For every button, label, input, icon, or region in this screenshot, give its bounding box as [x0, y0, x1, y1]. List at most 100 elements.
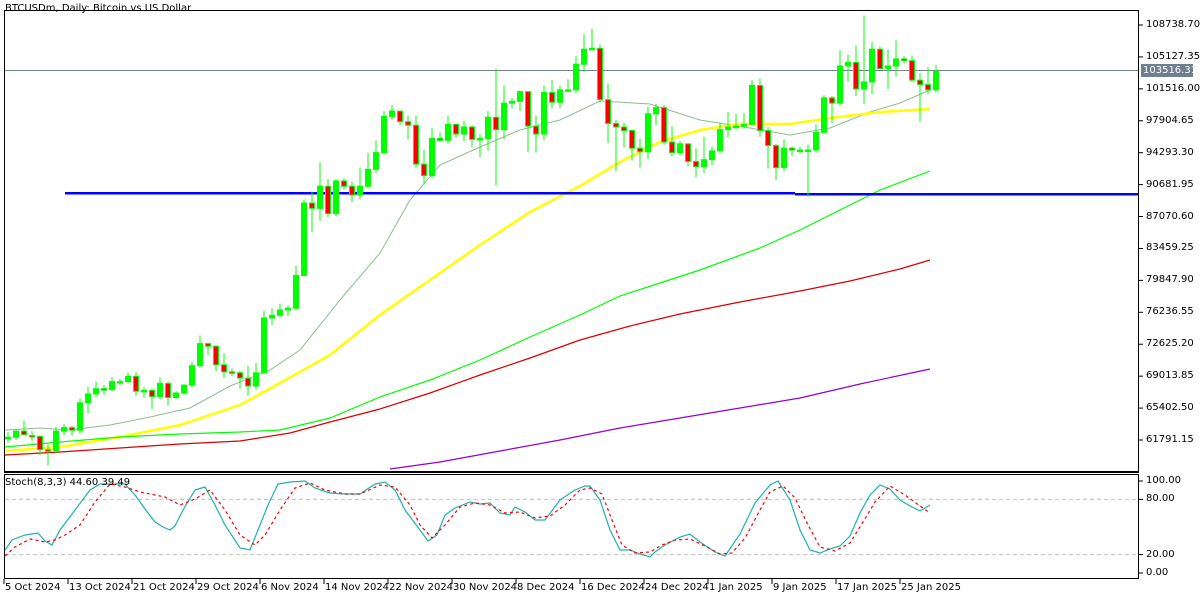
bear-candle	[925, 84, 931, 91]
bull-candle	[269, 314, 275, 319]
bear-candle	[29, 435, 35, 438]
bull-candle	[517, 91, 523, 102]
bull-candle	[317, 185, 323, 209]
bear-candle	[765, 130, 771, 147]
stochastic-signal-line	[4, 482, 931, 557]
price-tick-label: 83459.25	[1146, 242, 1194, 254]
bull-candle	[333, 180, 339, 215]
bull-candle	[277, 309, 283, 316]
chart-title: BTCUSDm, Daily: Bitcoin vs US Dollar	[5, 3, 192, 14]
stochastic-main-line	[4, 480, 931, 558]
time-tick-label: 16 Dec 2024	[581, 582, 645, 593]
bear-candle	[229, 371, 235, 374]
price-tick-label: 90681.95	[1146, 178, 1194, 190]
bear-candle	[341, 180, 347, 187]
bull-candle	[557, 89, 563, 103]
bull-candle	[261, 317, 267, 374]
bull-candle	[477, 137, 483, 141]
bear-candle	[853, 61, 859, 90]
stochastic-tick-label: 20.00	[1146, 548, 1175, 560]
stochastic-label: Stoch(8,3,3) 44.60 39.49	[5, 477, 131, 488]
bear-candle	[621, 126, 627, 132]
bear-candle	[917, 79, 923, 86]
bear-candle	[45, 449, 51, 452]
time-tick-label: 22 Nov 2024	[389, 582, 454, 593]
bull-candle	[501, 102, 507, 131]
bull-candle	[837, 65, 843, 104]
bull-candle	[93, 388, 99, 395]
bear-candle	[165, 382, 171, 398]
price-tick-label: 72625.20	[1146, 338, 1194, 350]
bear-candle	[669, 141, 675, 154]
bear-candle	[901, 58, 907, 62]
time-tick-label: 13 Oct 2024	[69, 582, 131, 593]
bull-candle	[709, 150, 715, 161]
bull-candle	[5, 436, 11, 440]
bear-candle	[493, 116, 499, 131]
bear-candle	[245, 377, 251, 387]
price-tick-label: 69013.85	[1146, 370, 1194, 382]
moving-average-line	[4, 170, 931, 448]
bear-candle	[469, 126, 475, 140]
bull-candle	[365, 168, 371, 187]
bear-candle	[637, 147, 643, 153]
stochastic-tick-label: 100.00	[1146, 475, 1181, 486]
price-tick-label: 79847.90	[1146, 274, 1194, 286]
bear-candle	[69, 427, 75, 431]
moving-average-line	[4, 259, 931, 456]
bull-candle	[13, 430, 19, 438]
bear-candle	[453, 123, 459, 135]
bear-candle	[549, 92, 555, 103]
bull-candle	[781, 147, 787, 169]
bear-candle	[37, 435, 43, 451]
bear-candle	[533, 125, 539, 135]
bull-candle	[701, 159, 707, 168]
bull-candle	[109, 381, 115, 391]
bull-candle	[645, 113, 651, 153]
bear-candle	[405, 121, 411, 126]
bear-candle	[101, 388, 107, 391]
time-tick-label: 6 Nov 2024	[261, 582, 319, 593]
bear-candle	[205, 343, 211, 347]
time-tick-label: 9 Jan 2025	[773, 582, 827, 593]
time-tick-label: 14 Nov 2024	[325, 582, 390, 593]
time-tick-label: 21 Oct 2024	[133, 582, 195, 593]
price-tick-label: 97904.65	[1146, 114, 1194, 126]
bull-candle	[485, 116, 491, 139]
bull-candle	[141, 389, 147, 393]
bull-candle	[885, 65, 891, 70]
bear-candle	[605, 99, 611, 124]
bull-candle	[749, 84, 755, 125]
time-tick-label: 30 Nov 2024	[453, 582, 518, 593]
moving-average-line	[389, 368, 931, 470]
bull-candle	[581, 48, 587, 65]
bull-candle	[125, 375, 131, 383]
bear-candle	[685, 143, 691, 162]
price-tick-label: 105127.35	[1146, 50, 1200, 62]
bull-candle	[725, 126, 731, 131]
bull-candle	[445, 123, 451, 141]
bear-candle	[661, 107, 667, 143]
bull-candle	[253, 372, 259, 387]
moving-average-line	[4, 107, 931, 453]
bull-candle	[301, 202, 307, 277]
bull-candle	[85, 393, 91, 404]
bull-candle	[429, 137, 435, 177]
bull-candle	[461, 126, 467, 135]
bear-candle	[349, 185, 355, 196]
price-tick-label: 65402.50	[1146, 402, 1194, 414]
bull-candle	[293, 275, 299, 309]
bear-candle	[397, 110, 403, 123]
bull-candle	[117, 381, 123, 384]
bull-candle	[717, 129, 723, 152]
bull-candle	[797, 149, 803, 152]
main-chart-frame	[4, 10, 1139, 472]
bear-candle	[149, 389, 155, 398]
bull-candle	[77, 402, 83, 431]
bear-candle	[525, 91, 531, 127]
price-tick-label: 108738.70	[1146, 19, 1200, 30]
stochastic-tick-label: 0.00	[1146, 567, 1169, 578]
bull-candle	[357, 185, 363, 196]
